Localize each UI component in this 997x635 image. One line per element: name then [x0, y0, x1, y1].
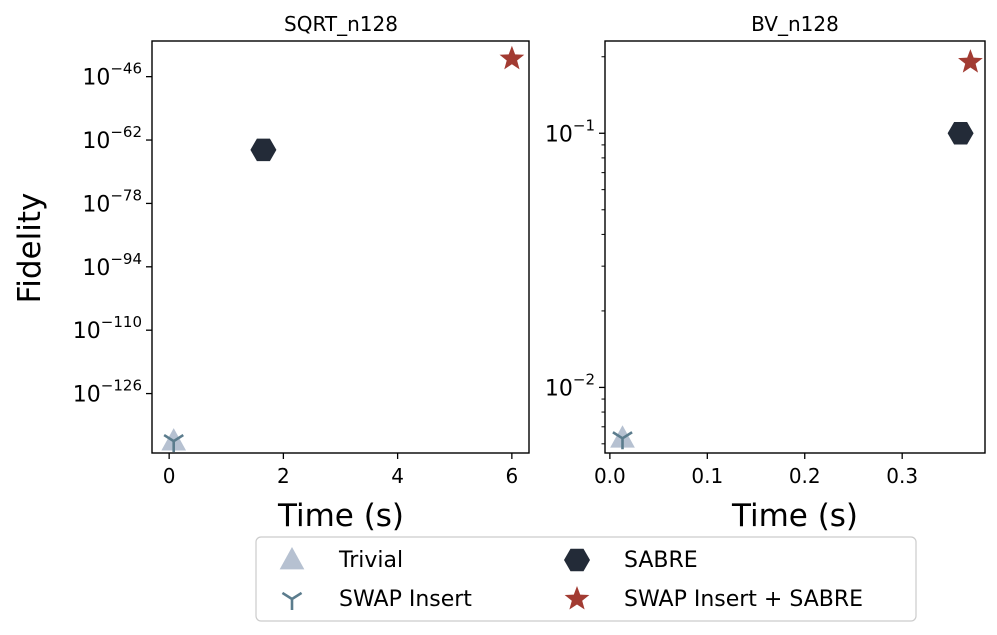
x-tick-label: 0.3	[886, 464, 918, 488]
chart-title: BV_n128	[751, 12, 839, 36]
legend-label: SABRE	[624, 548, 698, 573]
legend-label: SWAP Insert	[339, 587, 472, 612]
point-swap-insert	[163, 433, 184, 453]
x-tick-label: 0	[163, 464, 176, 488]
x-ticks: 0.0 0.1 0.2 0.3	[594, 453, 918, 488]
legend-item-swap-insert: SWAP Insert	[281, 587, 472, 612]
y-tick-label: 10−110	[73, 313, 142, 344]
y-axis-label: Fidelity	[12, 193, 48, 304]
x-tick-label: 2	[277, 464, 290, 488]
legend-item-sabre: SABRE	[564, 548, 698, 573]
point-sabre	[250, 138, 277, 162]
chart-bv-n128: BV_n128 0.0 0.1 0.2 0.3 10−1 10−2 Time (s)	[545, 12, 986, 534]
y-tick-label: 10−94	[82, 250, 142, 281]
point-trivial	[161, 428, 187, 451]
legend-label: SWAP Insert + SABRE	[624, 587, 863, 612]
x-tick-label: 0.2	[789, 464, 821, 488]
y-tick-label: 10−1	[545, 116, 595, 147]
y-ticks: 10−1 10−2	[545, 56, 605, 445]
y-tick-label: 10−126	[73, 377, 142, 408]
point-swap-insert-sabre	[499, 45, 525, 70]
point-trivial	[610, 425, 635, 448]
point-sabre	[947, 122, 974, 145]
y-tick-label: 10−46	[82, 60, 142, 91]
legend: Trivial SWAP Insert SABRE SWAP Insert + …	[255, 536, 917, 622]
data-points	[610, 49, 983, 450]
x-axis-label: Time (s)	[731, 498, 858, 534]
plot-frame	[604, 40, 986, 454]
plot-frame	[151, 40, 530, 454]
legend-marker-icon	[281, 591, 303, 610]
legend-frame	[255, 536, 917, 622]
x-tick-label: 0.1	[691, 464, 723, 488]
y-tick-label: 10−62	[82, 123, 142, 154]
chart-sqrt-n128: SQRT_n128 0 2 4 6 10−46 10−62 10−78 10−94 10−11…	[73, 12, 530, 534]
point-swap-insert	[612, 431, 633, 450]
data-points	[161, 45, 525, 453]
x-tick-label: 4	[391, 464, 404, 488]
legend-label: Trivial	[338, 548, 403, 573]
x-ticks: 0 2 4 6	[163, 453, 518, 488]
legend-item-trivial: Trivial	[279, 547, 403, 573]
point-swap-insert-sabre	[958, 49, 983, 73]
legend-marker-icon	[564, 548, 590, 572]
y-tick-label: 10−78	[82, 186, 142, 217]
y-tick-label: 10−2	[545, 370, 595, 401]
legend-item-swap-insert-sabre: SWAP Insert + SABRE	[564, 586, 863, 612]
y-ticks: 10−46 10−62 10−78 10−94 10−110 10−126	[73, 60, 152, 408]
chart-title: SQRT_n128	[284, 12, 398, 36]
x-axis-label: Time (s)	[277, 498, 404, 534]
x-tick-label: 6	[505, 464, 518, 488]
legend-marker-icon	[564, 586, 590, 610]
legend-marker-icon	[279, 547, 305, 570]
x-tick-label: 0.0	[594, 464, 626, 488]
